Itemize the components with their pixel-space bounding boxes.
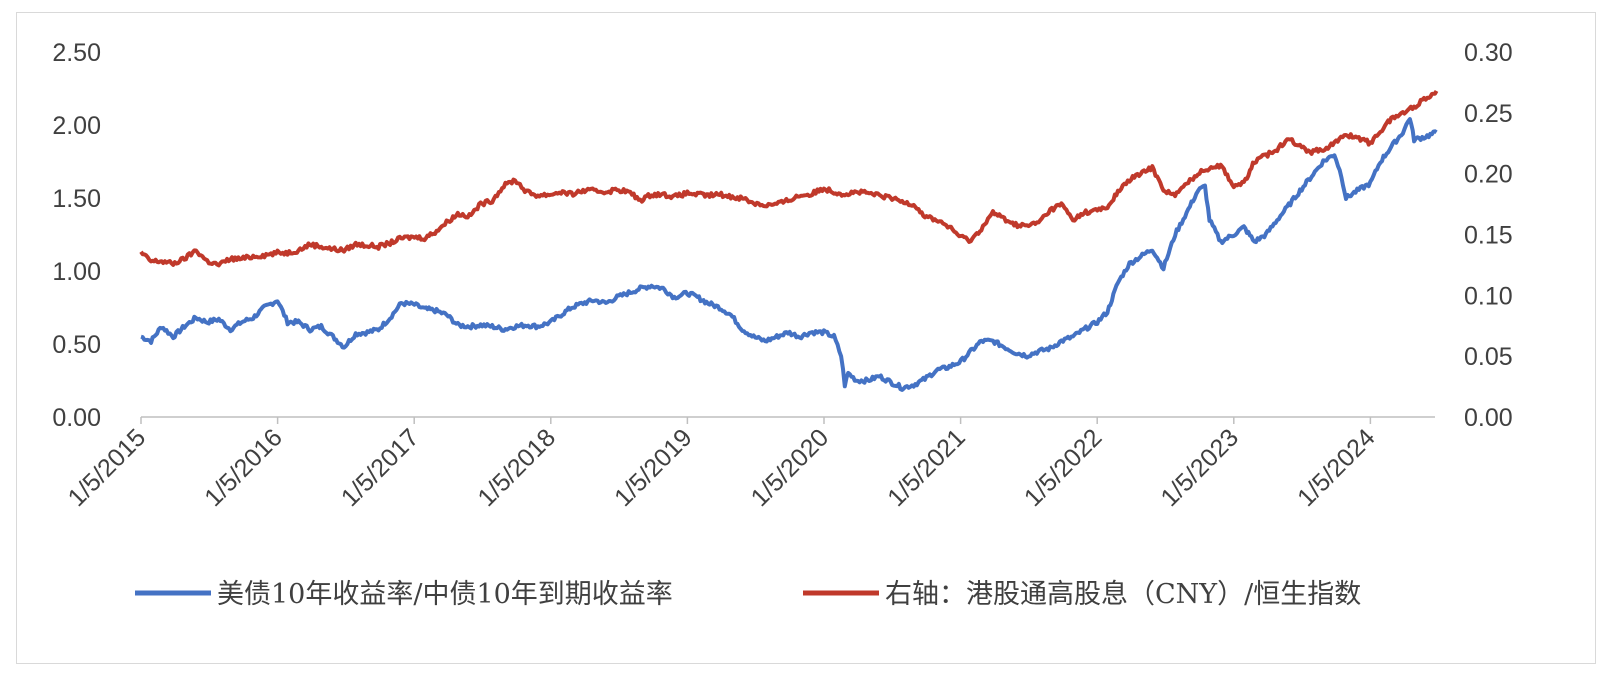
x-tick-label: 1/5/2021 [882, 423, 971, 512]
right-axis-ticks: 0.00 0.05 0.10 0.15 0.20 0.25 0.30 [1464, 39, 1513, 432]
right-tick-label: 0.15 [1464, 222, 1513, 250]
x-tick-label: 1/5/2019 [609, 423, 698, 512]
right-tick-label: 0.30 [1464, 39, 1513, 67]
series-line-1 [140, 117, 1438, 392]
right-tick-label: 0.10 [1464, 282, 1513, 310]
x-tick-label: 1/5/2024 [1292, 423, 1381, 512]
legend: 美债10年收益率/中债10年到期收益率 右轴：港股通高股息（CNY）/恒生指数 [135, 579, 1361, 610]
left-tick-label: 2.00 [52, 112, 101, 140]
right-tick-label: 0.25 [1464, 100, 1513, 128]
series-lines [139, 89, 1439, 392]
left-tick-label: 1.50 [52, 185, 101, 213]
x-axis-ticks: 1/5/2015 1/5/2016 1/5/2017 1/5/2018 1/5/2019… [63, 417, 1381, 512]
right-tick-label: 0.00 [1464, 404, 1513, 432]
legend-label-2: 右轴：港股通高股息（CNY）/恒生指数 [885, 579, 1361, 610]
legend-label-1: 美债10年收益率/中债10年到期收益率 [217, 579, 673, 610]
x-tick-label: 1/5/2023 [1155, 423, 1244, 512]
chart-container: 0.00 0.50 1.00 1.50 2.00 2.50 0.00 0.05 0.10 0.1… [16, 12, 1596, 664]
x-tick-label: 1/5/2022 [1019, 423, 1108, 512]
left-axis-ticks: 0.00 0.50 1.00 1.50 2.00 2.50 [52, 39, 101, 432]
left-tick-label: 1.00 [52, 258, 101, 286]
right-tick-label: 0.05 [1464, 343, 1513, 371]
x-tick-label: 1/5/2016 [199, 423, 288, 512]
left-tick-label: 0.00 [52, 404, 101, 432]
x-tick-label: 1/5/2018 [472, 423, 561, 512]
chart-svg: 0.00 0.50 1.00 1.50 2.00 2.50 0.00 0.05 0.10 0.1… [52, 39, 1513, 610]
x-tick-label: 1/5/2020 [746, 423, 835, 512]
series-line-2 [139, 89, 1439, 268]
left-tick-label: 2.50 [52, 39, 101, 67]
x-tick-label: 1/5/2015 [63, 423, 152, 512]
left-tick-label: 0.50 [52, 331, 101, 359]
right-tick-label: 0.20 [1464, 161, 1513, 189]
x-tick-label: 1/5/2017 [336, 423, 425, 512]
